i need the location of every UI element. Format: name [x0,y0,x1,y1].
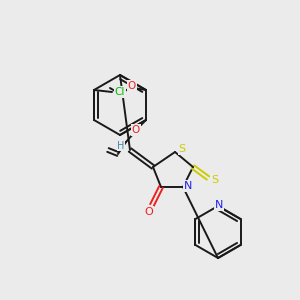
Text: N: N [184,181,192,191]
Text: O: O [145,207,153,217]
Text: S: S [212,175,219,185]
Text: O: O [132,125,140,135]
Text: H: H [117,141,125,151]
Text: O: O [128,81,136,91]
Text: N: N [215,200,223,210]
Text: Cl: Cl [115,87,125,97]
Text: S: S [178,144,186,154]
